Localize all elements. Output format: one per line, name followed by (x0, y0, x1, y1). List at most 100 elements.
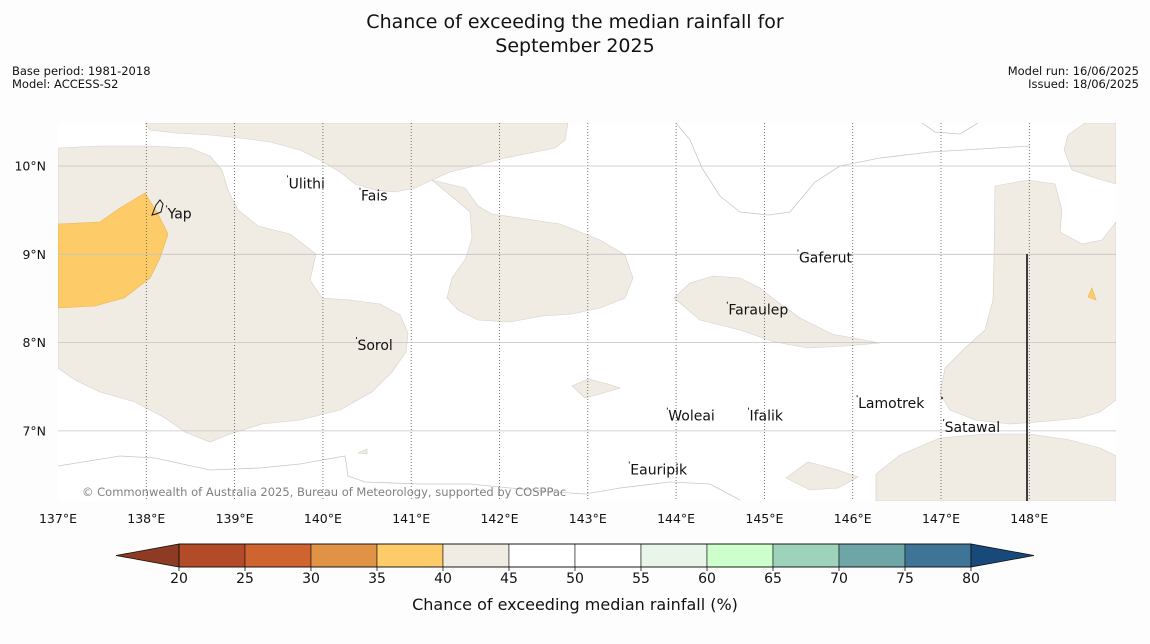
colorbar-swatch (376, 543, 444, 568)
longitude-tick-label: 147°E (922, 511, 960, 526)
contour-line-north (675, 123, 1031, 216)
title-line-2: September 2025 (495, 35, 655, 57)
colorbar-swatch (508, 543, 576, 568)
meta-left: Base period: 1981-2018 Model: ACCESS-S2 (12, 65, 151, 91)
colorbar-swatch (244, 543, 312, 568)
colorbar-tick-label: 60 (698, 571, 716, 587)
map-title: Chance of exceeding the median rainfall … (0, 10, 1150, 58)
yap-island-outline (151, 199, 164, 216)
region-45-small-2 (785, 461, 859, 491)
colorbar-swatch (574, 543, 642, 568)
longitude-tick-label: 138°E (127, 511, 165, 526)
place-gaferut: Gaferut (797, 249, 853, 267)
place-label: Faraulep (728, 303, 788, 319)
latitude-tick-label: 9°N (22, 247, 46, 262)
map-gridlines (58, 123, 1116, 501)
longitude-tick-label: 148°E (1010, 511, 1048, 526)
colorbar-swatch (178, 543, 246, 568)
place-labels: Yap Ulithi Fais Gaferut Faraulep Sorol Lamotre… (166, 175, 1000, 478)
colorbar-swatch (706, 543, 774, 568)
lamotrek-dot (941, 397, 943, 399)
region-40-small-east (1087, 287, 1097, 301)
colorbar-tick-label: 20 (170, 571, 188, 587)
place-ifalik: Ifalik (748, 407, 784, 425)
place-lamotrek: Lamotrek (856, 395, 925, 412)
place-label: Ifalik (750, 409, 784, 425)
region-40-yap (58, 192, 169, 309)
longitude-tick-label: 142°E (480, 511, 518, 526)
colorbar-swatch (904, 543, 972, 568)
place-eauripik: Eauripik (628, 461, 688, 478)
colorbar-tick-label: 40 (434, 571, 452, 587)
colorbar-swatch (640, 543, 708, 568)
place-sorol: Sorol (356, 336, 393, 354)
longitude-tick-label: 144°E (657, 511, 695, 526)
colorbar-tick-label: 55 (632, 571, 650, 587)
latitude-tick-label: 7°N (22, 423, 46, 438)
latitude-tick-label: 8°N (22, 335, 46, 350)
place-label: Woleai (668, 409, 715, 425)
colorbar-swatch (310, 543, 378, 568)
colorbar-under-arrow (115, 543, 180, 568)
region-45-northeast (1063, 123, 1116, 185)
place-label: Sorol (357, 338, 392, 354)
place-label: Fais (361, 189, 388, 205)
credit-text: © Commonwealth of Australia 2025, Bureau… (82, 485, 566, 499)
colorbar-tick-label: 45 (500, 571, 518, 587)
place-ulithi: Ulithi (287, 175, 325, 192)
region-45-faraulep (673, 275, 881, 349)
meta-right: Model run: 16/06/2025 Issued: 18/06/2025 (1008, 65, 1139, 91)
colorbar-tick-label: 30 (302, 571, 320, 587)
colorbar-tick-label: 50 (566, 571, 584, 587)
contour-line-northeast (921, 123, 979, 135)
colorbar-tick-label: 25 (236, 571, 254, 587)
colorbar-label: Chance of exceeding median rainfall (%) (412, 595, 738, 614)
colorbar-over-arrow (970, 543, 1035, 568)
colorbar-swatch (442, 543, 510, 568)
latitude-ticks: 10°N 9°N 8°N 7°N (14, 159, 46, 439)
contour-line-south (58, 455, 741, 501)
longitude-tick-label: 137°E (39, 511, 77, 526)
latitude-tick-label: 10°N (14, 159, 46, 174)
region-45-north (144, 123, 569, 193)
title-line-1: Chance of exceeding the median rainfall … (366, 11, 784, 33)
longitude-tick-label: 143°E (569, 511, 607, 526)
probability-fills (58, 123, 1116, 501)
model-run: Model run: 16/06/2025 (1007, 64, 1139, 78)
colorbar-tick-label: 70 (830, 571, 848, 587)
region-45-central (431, 179, 634, 323)
base-period: Base period: 1981-2018 (12, 64, 151, 78)
longitude-tick-label: 145°E (745, 511, 783, 526)
place-woleai: Woleai (666, 407, 715, 425)
colorbar-tick-label: 80 (962, 571, 980, 587)
colorbar-tick-label: 75 (896, 571, 914, 587)
place-label: Satawal (945, 420, 1000, 436)
colorbar: 20 25 30 35 40 45 50 55 60 65 70 75 80 Chance of exc… (115, 543, 1035, 614)
model-name: Model: ACCESS-S2 (12, 77, 119, 91)
region-45-east (939, 179, 1116, 425)
place-label: Ulithi (289, 176, 325, 192)
place-label: Lamotrek (858, 396, 925, 412)
longitude-tick-label: 141°E (392, 511, 430, 526)
region-45-southeast (875, 433, 1116, 501)
region-45-small-3 (356, 448, 368, 455)
longitude-ticks: 137°E 138°E 139°E 140°E 141°E 142°E 143°E 144°E… (39, 511, 1048, 526)
colorbar-boxes (178, 543, 972, 568)
longitude-tick-label: 140°E (304, 511, 342, 526)
place-label: Yap (167, 206, 192, 222)
longitude-tick-label: 139°E (216, 511, 254, 526)
place-satawal: Satawal (943, 419, 1000, 436)
colorbar-tick-label: 35 (368, 571, 386, 587)
place-fais: Fais (359, 187, 388, 205)
longitude-tick-label: 146°E (834, 511, 872, 526)
place-label: Gaferut (799, 251, 853, 267)
colorbar-tick-label: 65 (764, 571, 782, 587)
issued-date: Issued: 18/06/2025 (1028, 77, 1139, 91)
place-label: Eauripik (630, 462, 688, 478)
colorbar-swatch (772, 543, 840, 568)
colorbar-ticks: 20 25 30 35 40 45 50 55 60 65 70 75 80 (170, 567, 980, 587)
place-yap: Yap (166, 205, 192, 222)
colorbar-swatch (838, 543, 906, 568)
place-faraulep: Faraulep (726, 301, 788, 319)
